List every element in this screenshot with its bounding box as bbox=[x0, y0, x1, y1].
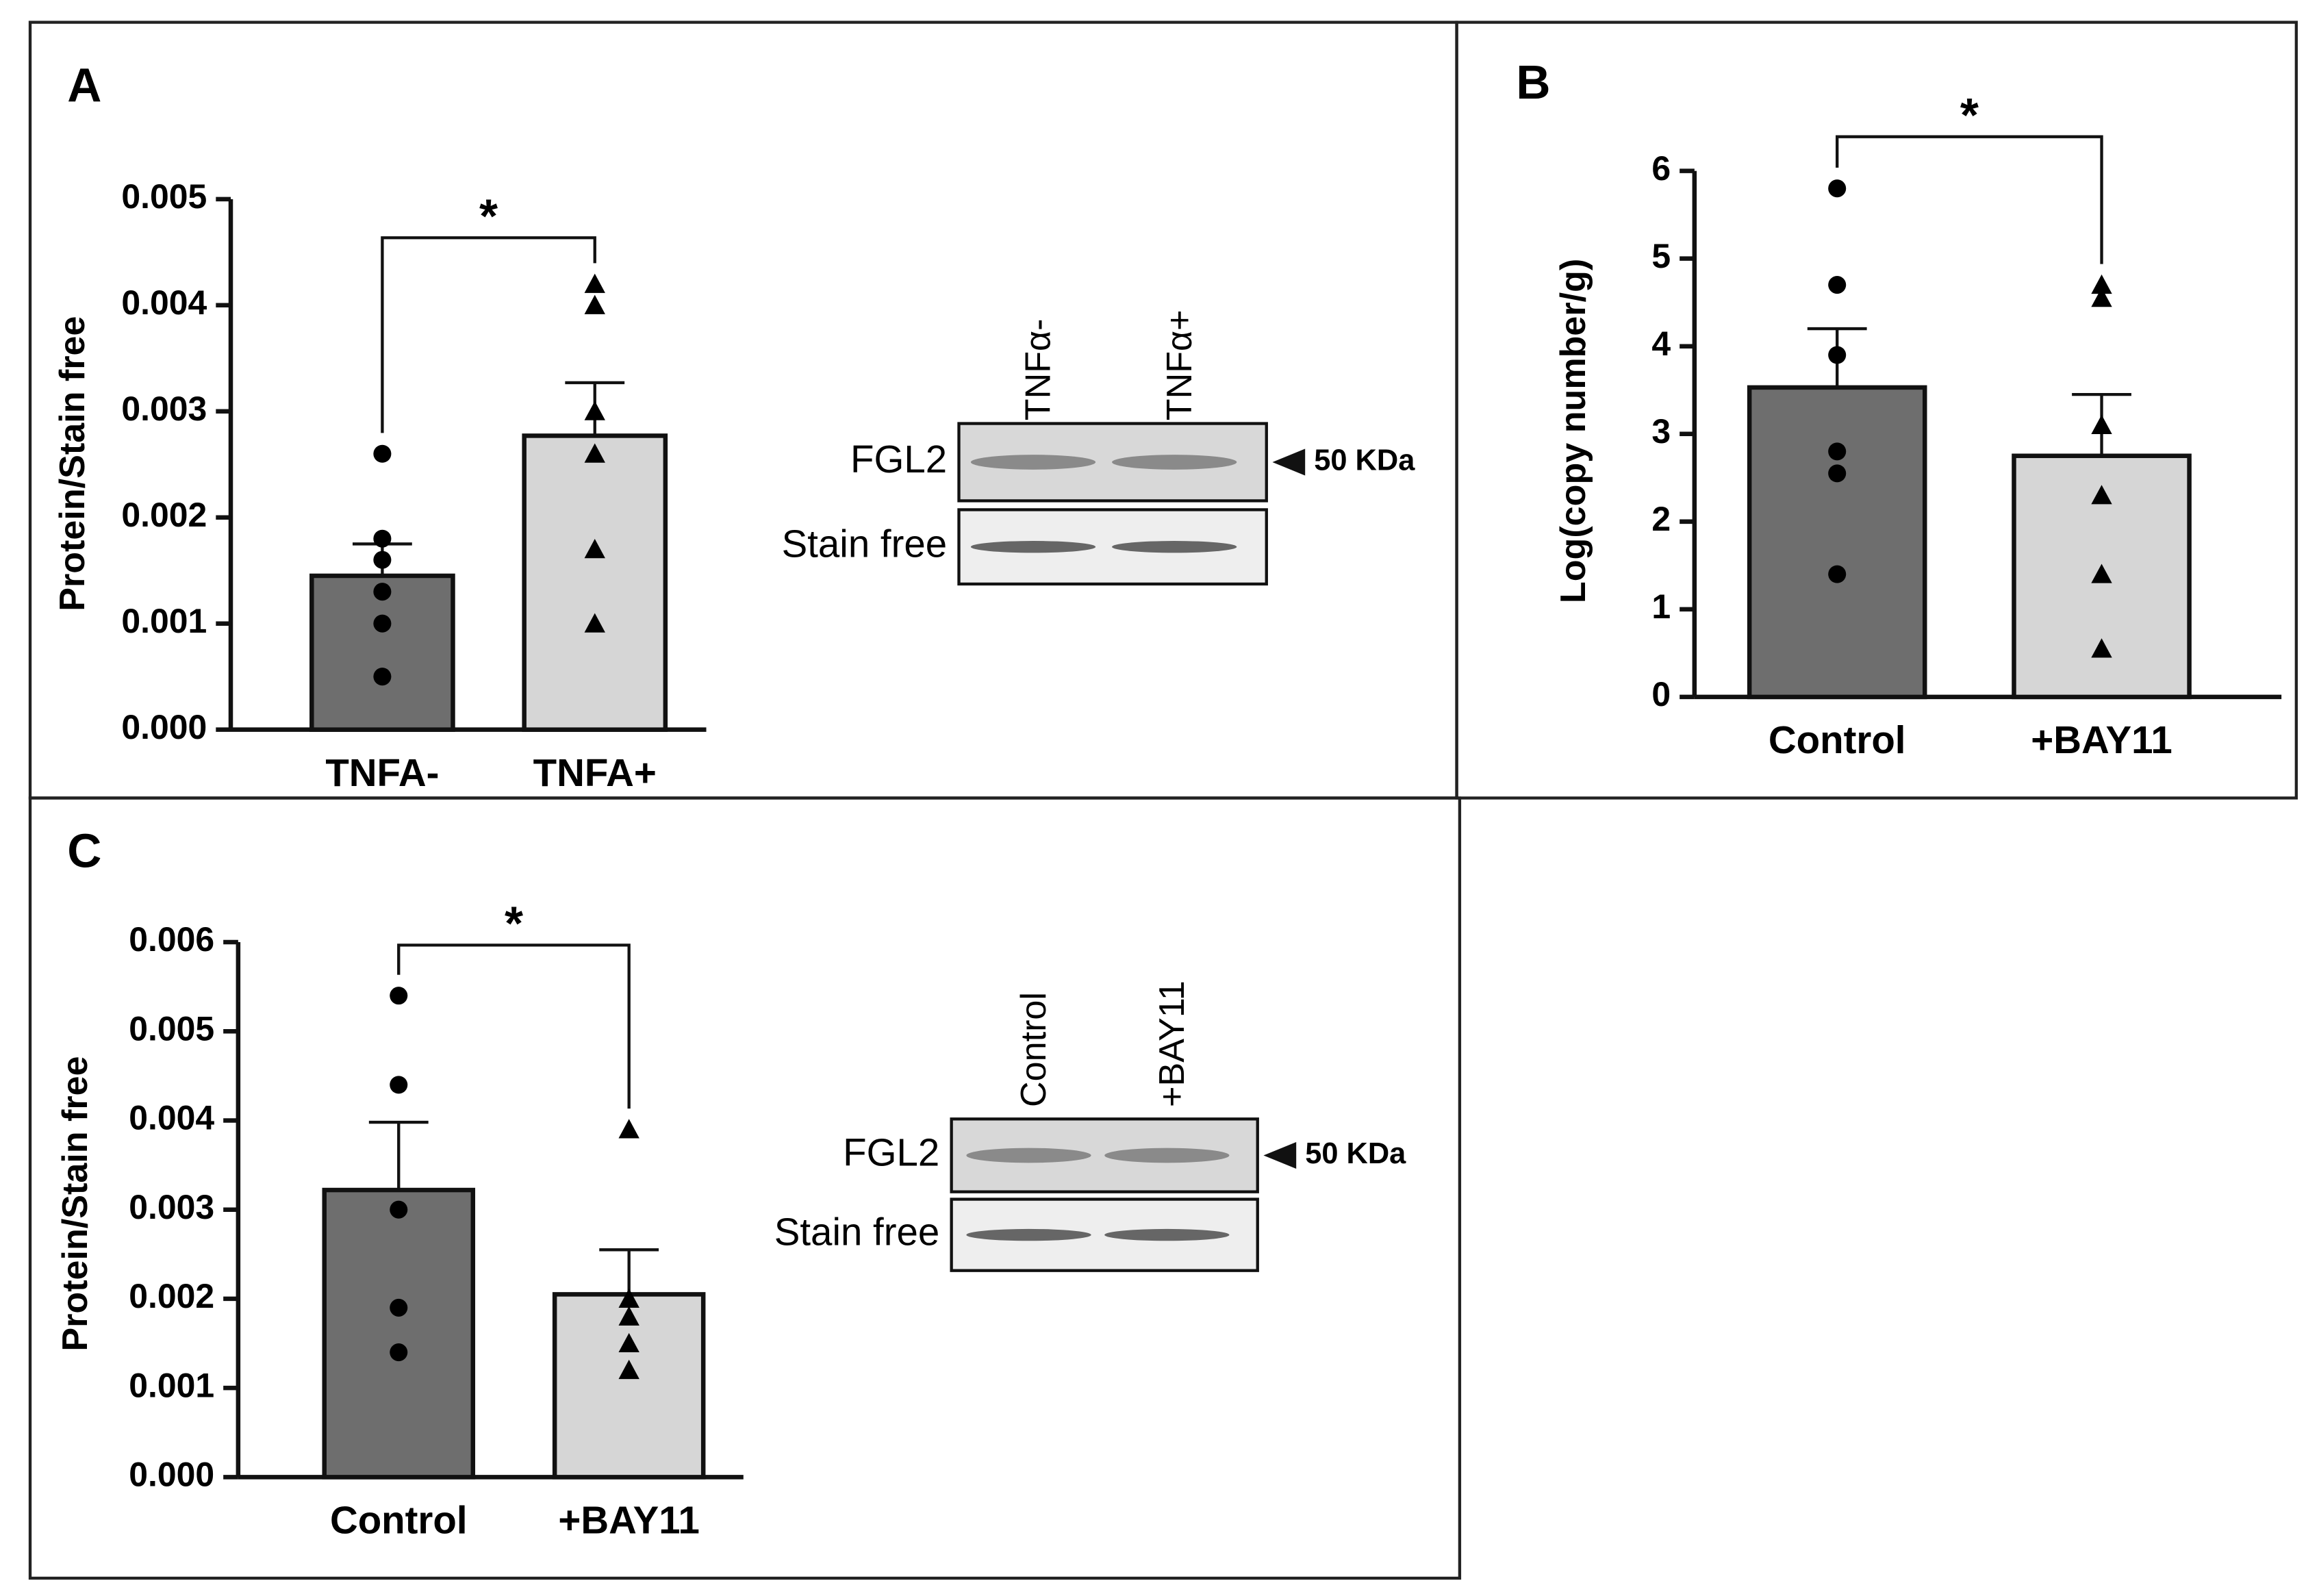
x-tick-label: TNFA+ bbox=[533, 751, 657, 794]
data-point bbox=[2091, 485, 2112, 505]
significance-label: * bbox=[505, 897, 523, 950]
data-point bbox=[584, 401, 605, 420]
lane-label: TNFα- bbox=[1019, 319, 1059, 421]
blot-band bbox=[1112, 455, 1237, 470]
y-tick-label: 0.001 bbox=[121, 602, 207, 640]
data-point bbox=[584, 273, 605, 293]
blot-row-label: Stain free bbox=[782, 522, 948, 566]
marker-label: 50 KDa bbox=[1305, 1137, 1406, 1170]
lane-label: Control bbox=[1014, 992, 1054, 1107]
data-point bbox=[373, 529, 392, 548]
data-point bbox=[1828, 442, 1847, 461]
bar bbox=[522, 433, 668, 732]
marker-label: 50 KDa bbox=[1314, 444, 1415, 477]
data-point bbox=[2091, 414, 2112, 434]
significance-bracket bbox=[397, 943, 631, 1109]
blot-band bbox=[970, 455, 1096, 470]
data-point bbox=[618, 1288, 639, 1308]
blot-band bbox=[1112, 541, 1237, 553]
y-tick-label: 0.004 bbox=[129, 1099, 214, 1137]
lane-label: +BAY11 bbox=[1152, 980, 1192, 1107]
significance-label: * bbox=[1960, 88, 1979, 142]
blot-band bbox=[966, 1148, 1091, 1163]
data-point bbox=[373, 583, 392, 601]
y-tick-label: 0.004 bbox=[121, 283, 207, 322]
y-tick-label: 5 bbox=[1651, 237, 1671, 275]
data-point bbox=[2091, 638, 2112, 658]
data-point bbox=[373, 614, 392, 633]
marker-arrow bbox=[1272, 448, 1306, 476]
y-tick-label: 0.002 bbox=[129, 1277, 214, 1315]
y-tick-label: 0.001 bbox=[129, 1366, 214, 1404]
panel-frame bbox=[28, 796, 1462, 1580]
y-axis-label: Protein/Stain free bbox=[55, 1056, 95, 1351]
blot-row-label: Stain free bbox=[774, 1211, 940, 1254]
data-point bbox=[584, 613, 605, 633]
y-tick-label: 0.006 bbox=[129, 920, 214, 959]
data-point bbox=[373, 550, 392, 569]
y-tick-label: 2 bbox=[1651, 500, 1671, 538]
data-point bbox=[390, 1200, 408, 1219]
bar bbox=[322, 1187, 476, 1480]
y-tick-label: 0.005 bbox=[121, 177, 207, 216]
panel-label: B bbox=[1516, 55, 1550, 109]
y-tick-label: 0.005 bbox=[129, 1009, 214, 1048]
y-tick-label: 4 bbox=[1651, 325, 1671, 363]
bar bbox=[1747, 385, 1927, 700]
data-point bbox=[1828, 464, 1847, 483]
y-tick-label: 0.002 bbox=[121, 496, 207, 534]
y-axis-label: Log(copy number/g) bbox=[1554, 259, 1593, 603]
y-axis-label: Protein/Stain free bbox=[53, 316, 92, 611]
y-tick-label: 0 bbox=[1651, 675, 1671, 713]
panel-frame bbox=[1455, 21, 2298, 800]
data-point bbox=[1828, 346, 1847, 364]
blot-row-label: FGL2 bbox=[843, 1130, 939, 1174]
y-tick-label: 0.003 bbox=[129, 1188, 214, 1226]
y-tick-label: 6 bbox=[1651, 149, 1671, 188]
data-point bbox=[618, 1359, 639, 1380]
data-point bbox=[584, 443, 605, 463]
blot-band bbox=[1104, 1228, 1230, 1241]
x-tick-label: +BAY11 bbox=[2031, 718, 2172, 761]
marker-arrow bbox=[1263, 1141, 1297, 1169]
x-tick-label: Control bbox=[330, 1499, 468, 1542]
data-point bbox=[1828, 179, 1847, 198]
data-point bbox=[618, 1306, 639, 1326]
x-tick-label: TNFA- bbox=[325, 751, 439, 794]
data-point bbox=[618, 1332, 639, 1353]
x-tick-label: Control bbox=[1769, 718, 1906, 761]
data-point bbox=[373, 444, 392, 463]
blot-band bbox=[1104, 1148, 1230, 1163]
significance-label: * bbox=[479, 190, 498, 243]
data-point bbox=[390, 987, 408, 1005]
blot-row-label: FGL2 bbox=[850, 438, 947, 481]
panel-label: A bbox=[67, 59, 101, 112]
data-point bbox=[618, 1119, 639, 1139]
lane-label: TNFα+ bbox=[1160, 309, 1200, 420]
data-point bbox=[373, 668, 392, 686]
y-tick-label: 1 bbox=[1651, 587, 1671, 626]
data-point bbox=[584, 294, 605, 314]
x-tick-label: +BAY11 bbox=[558, 1499, 700, 1542]
significance-bracket bbox=[1836, 135, 2103, 264]
data-point bbox=[584, 539, 605, 559]
significance-bracket bbox=[381, 236, 596, 433]
data-point bbox=[390, 1298, 408, 1317]
y-tick-label: 3 bbox=[1651, 412, 1671, 451]
data-point bbox=[390, 1343, 408, 1362]
panel-label: C bbox=[67, 824, 101, 877]
y-tick-label: 0.003 bbox=[121, 390, 207, 428]
y-tick-label: 0.000 bbox=[121, 708, 207, 746]
blot-band bbox=[970, 541, 1096, 553]
data-point bbox=[1828, 276, 1847, 294]
bar bbox=[309, 573, 455, 732]
data-point bbox=[390, 1076, 408, 1094]
y-tick-label: 0.000 bbox=[129, 1456, 214, 1494]
data-point bbox=[1828, 565, 1847, 583]
blot-band bbox=[966, 1228, 1091, 1241]
data-point bbox=[2091, 274, 2112, 294]
data-point bbox=[2091, 288, 2112, 307]
data-point bbox=[2091, 563, 2112, 583]
